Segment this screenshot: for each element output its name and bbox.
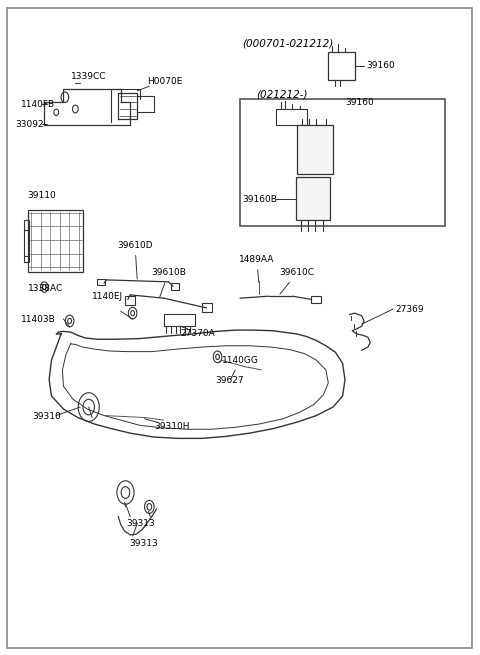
Bar bbox=[164, 314, 195, 326]
Bar bbox=[171, 283, 180, 290]
Circle shape bbox=[65, 315, 74, 327]
Bar bbox=[124, 295, 135, 305]
Text: 39160: 39160 bbox=[345, 98, 374, 107]
Text: 11403B: 11403B bbox=[21, 314, 55, 324]
Text: 33092: 33092 bbox=[16, 119, 44, 128]
Text: 1140EJ: 1140EJ bbox=[92, 291, 123, 301]
Bar bbox=[240, 99, 445, 227]
Circle shape bbox=[78, 393, 99, 421]
Bar bbox=[296, 178, 330, 220]
Text: 39160B: 39160B bbox=[242, 195, 277, 204]
Text: 27370A: 27370A bbox=[180, 329, 215, 338]
Text: 1489AA: 1489AA bbox=[239, 255, 275, 282]
Text: 39313: 39313 bbox=[126, 519, 155, 527]
Circle shape bbox=[40, 282, 48, 292]
Circle shape bbox=[68, 318, 72, 324]
Circle shape bbox=[128, 307, 137, 319]
Bar bbox=[297, 125, 333, 174]
Text: 39610D: 39610D bbox=[117, 241, 153, 279]
Text: 39610B: 39610B bbox=[151, 269, 186, 297]
Bar bbox=[28, 210, 83, 272]
Text: 1140GG: 1140GG bbox=[222, 356, 259, 365]
Circle shape bbox=[144, 500, 154, 514]
Text: 39627: 39627 bbox=[215, 377, 244, 386]
Bar bbox=[311, 295, 321, 303]
Circle shape bbox=[147, 504, 152, 510]
Circle shape bbox=[42, 284, 46, 290]
Circle shape bbox=[61, 92, 69, 102]
Bar bbox=[328, 52, 355, 80]
Bar bbox=[202, 303, 212, 312]
Text: 39310H: 39310H bbox=[154, 422, 190, 431]
Text: 39313: 39313 bbox=[129, 540, 158, 548]
Text: 1339CC: 1339CC bbox=[71, 72, 106, 81]
Text: 39310: 39310 bbox=[33, 413, 61, 421]
Text: 39160: 39160 bbox=[366, 62, 395, 71]
Circle shape bbox=[216, 354, 219, 360]
Circle shape bbox=[72, 105, 78, 113]
Text: 39610C: 39610C bbox=[280, 269, 315, 294]
Text: H0070E: H0070E bbox=[147, 77, 182, 86]
Bar bbox=[97, 278, 106, 285]
Circle shape bbox=[213, 351, 222, 363]
Text: 1140FB: 1140FB bbox=[22, 100, 56, 109]
Bar bbox=[276, 109, 307, 125]
Circle shape bbox=[121, 487, 130, 498]
Text: (000701-021212): (000701-021212) bbox=[242, 39, 333, 48]
Circle shape bbox=[54, 109, 59, 115]
Circle shape bbox=[117, 481, 134, 504]
Text: 1338AC: 1338AC bbox=[28, 284, 63, 293]
Circle shape bbox=[131, 310, 134, 316]
Text: 39110: 39110 bbox=[28, 191, 56, 200]
Text: (021212-): (021212-) bbox=[257, 89, 308, 99]
Bar bbox=[24, 220, 29, 262]
Circle shape bbox=[83, 400, 95, 415]
Text: 27369: 27369 bbox=[395, 305, 424, 314]
